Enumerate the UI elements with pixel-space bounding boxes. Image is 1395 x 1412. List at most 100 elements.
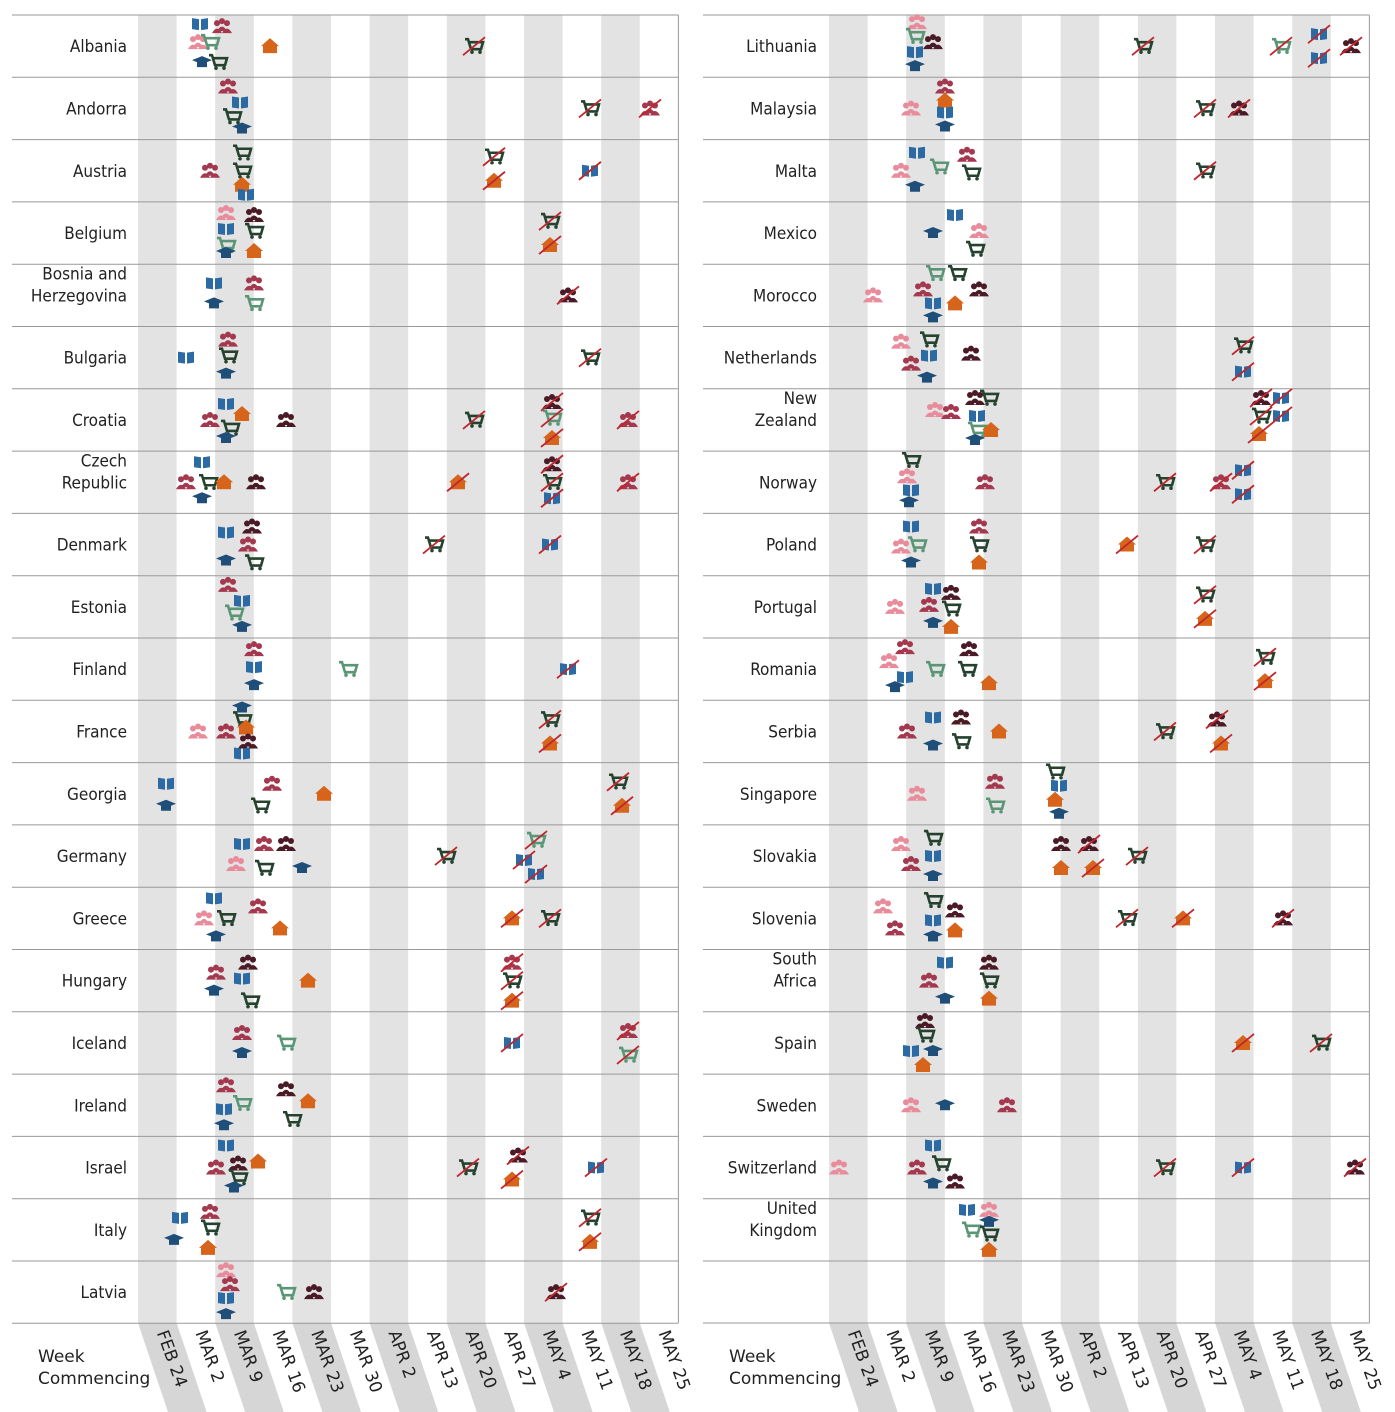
country-label: Malta	[775, 162, 817, 182]
cap-icon	[899, 496, 919, 508]
cap-icon	[244, 679, 264, 691]
cart-icon	[609, 773, 629, 787]
person-head	[931, 598, 937, 605]
event-icon	[969, 281, 989, 297]
event-icon	[1193, 609, 1217, 629]
person-head	[620, 476, 626, 483]
person-head	[509, 954, 515, 961]
person-head	[903, 838, 909, 845]
event-icon	[215, 474, 233, 490]
person-head	[544, 458, 550, 465]
person-head	[952, 902, 958, 909]
cart-icon	[958, 660, 978, 674]
event-icon	[462, 36, 486, 56]
week-stripe	[601, 15, 640, 1323]
cap-icon	[192, 492, 212, 504]
cart-wheel	[943, 170, 947, 175]
cart-wheel	[1169, 486, 1173, 491]
cross-out	[482, 147, 506, 167]
cart-wheel	[246, 174, 250, 179]
event-icon	[248, 898, 268, 914]
axis-stripe	[1215, 1323, 1284, 1412]
cart-wheel	[925, 343, 929, 348]
event-icon	[907, 785, 927, 801]
cross-out	[434, 846, 458, 866]
cross-out	[1231, 484, 1255, 504]
cart-icon	[241, 992, 261, 1005]
cross-out	[578, 161, 602, 181]
person-head	[899, 470, 905, 477]
event-icon	[216, 554, 236, 566]
person-head	[893, 164, 899, 171]
event-icon	[241, 992, 261, 1009]
person-head	[288, 838, 294, 845]
person-body	[902, 731, 912, 737]
cart-icon	[277, 1034, 297, 1048]
cart-wheel	[939, 673, 943, 677]
person-head	[921, 598, 927, 605]
person-body	[181, 482, 191, 488]
event-icon	[228, 1155, 248, 1171]
event-icon	[980, 675, 998, 691]
event-icon	[1051, 836, 1071, 852]
cross-out	[1231, 1157, 1255, 1178]
cross-out	[506, 1145, 530, 1166]
event-icon	[506, 1145, 530, 1166]
person-head	[240, 956, 246, 963]
person-head	[971, 643, 977, 650]
event-icon	[903, 520, 919, 533]
cart-wheel	[965, 745, 969, 750]
event-icon	[923, 34, 943, 50]
cross-out	[1269, 36, 1293, 56]
event-icon	[1231, 484, 1255, 504]
book-icon	[238, 188, 254, 201]
person-head	[228, 1264, 234, 1271]
event-icon	[1081, 858, 1105, 878]
event-icon	[234, 747, 250, 760]
cart-icon	[1196, 586, 1216, 600]
cross-out	[538, 908, 562, 929]
person-body	[211, 1168, 221, 1173]
axis-title-line: Week	[729, 1347, 776, 1367]
person-head	[893, 838, 899, 845]
person-head	[248, 476, 254, 483]
person-head	[913, 858, 919, 865]
event-icon	[218, 526, 234, 539]
cross-out	[1193, 585, 1217, 605]
book-icon	[172, 1211, 188, 1224]
event-icon	[434, 846, 458, 866]
person-head	[225, 78, 231, 85]
event-icon	[920, 331, 940, 348]
person-head	[625, 474, 631, 481]
cart-wheel	[212, 486, 216, 491]
event-icon	[897, 671, 913, 684]
event-icon	[935, 120, 955, 132]
cart-wheel	[554, 723, 558, 728]
axis-stripe	[983, 1323, 1052, 1412]
book-icon	[925, 914, 941, 927]
country-label-line: Bosnia and	[42, 264, 127, 284]
person-head	[1058, 836, 1064, 843]
person-head	[966, 641, 972, 648]
person-body	[878, 906, 888, 912]
person-body	[281, 844, 291, 850]
cap-icon	[206, 930, 226, 942]
person-head	[976, 518, 982, 525]
event-icon	[1209, 733, 1233, 754]
person-head	[953, 405, 959, 412]
person-head	[908, 355, 914, 362]
cart-wheel	[993, 1238, 997, 1242]
person-head	[220, 80, 226, 87]
event-icon	[1046, 791, 1064, 807]
event-icon	[937, 106, 953, 119]
person-body	[199, 918, 209, 924]
event-icon	[194, 456, 210, 469]
person-head	[986, 954, 992, 961]
person-body	[930, 410, 940, 415]
event-icon	[975, 474, 995, 490]
event-icon	[1205, 709, 1229, 730]
cart-wheel	[985, 402, 989, 406]
cross-out	[1193, 161, 1217, 181]
person-head	[190, 725, 196, 732]
event-icon	[244, 275, 264, 291]
